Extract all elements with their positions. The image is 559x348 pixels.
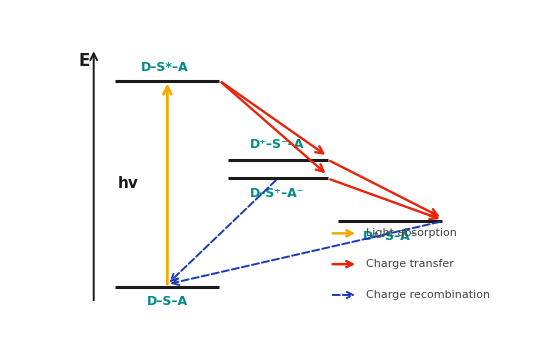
Text: D–S⁺–A⁻: D–S⁺–A⁻ <box>250 188 304 200</box>
Text: D⁺–S⁻–A: D⁺–S⁻–A <box>250 137 304 151</box>
Text: E: E <box>78 53 90 71</box>
Text: D–S*–A: D–S*–A <box>140 61 188 74</box>
Text: D⁺–S–A⁻: D⁺–S–A⁻ <box>362 230 417 243</box>
Text: D–S–A: D–S–A <box>147 295 188 308</box>
Text: Charge transfer: Charge transfer <box>366 259 454 269</box>
Text: hv: hv <box>118 176 139 191</box>
Text: Charge recombination: Charge recombination <box>366 290 490 300</box>
Text: Light absorption: Light absorption <box>366 228 457 238</box>
